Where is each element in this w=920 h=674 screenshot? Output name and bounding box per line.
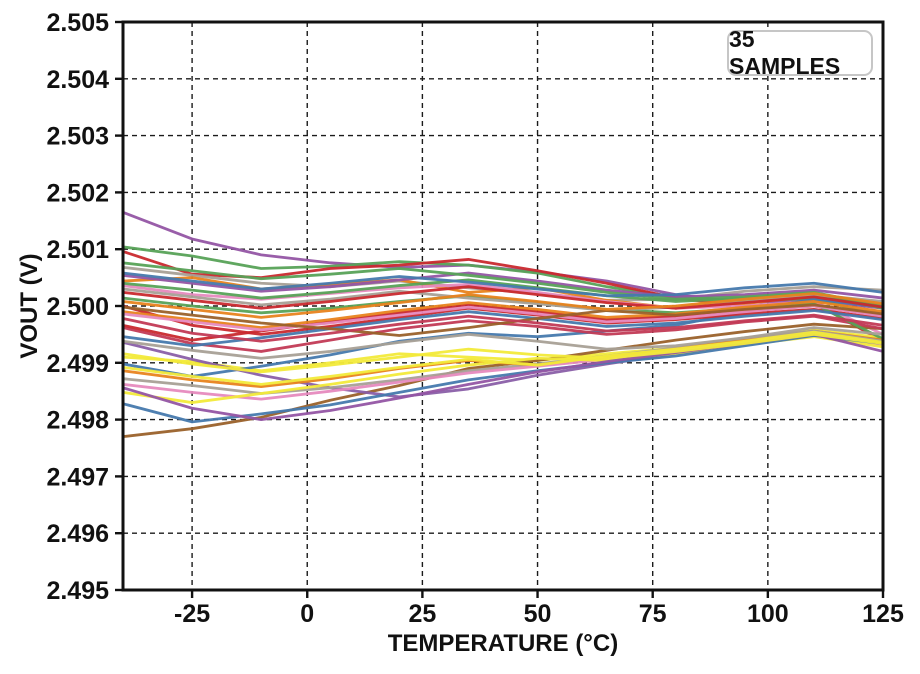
y-tick-label: 2.498 [46,407,109,435]
legend-label: 35 SAMPLES [729,26,841,79]
series-line-sample-09 [121,322,885,439]
x-tick-label: -25 [174,600,210,628]
y-tick-label: 2.496 [46,520,109,548]
x-tick-label: 75 [639,600,667,628]
x-tick-label: 0 [300,600,314,628]
series-line-sample-35 [121,271,885,298]
series-line-sample-19 [121,332,885,422]
y-tick-label: 2.497 [46,463,109,491]
y-tick-label: 2.499 [46,350,109,378]
series-line-sample-33 [121,292,885,319]
series-line-sample-23 [121,300,885,329]
y-tick-label: 2.504 [46,66,109,94]
x-tick-label: 125 [862,600,904,628]
series-line-sample-27 [121,303,885,337]
y-tick-label: 2.502 [46,179,109,207]
series-line-sample-34 [121,330,885,386]
y-tick-label: 2.500 [46,293,109,321]
x-axis-title: TEMPERATURE (°C) [387,630,619,657]
series-line-sample-25 [121,332,885,374]
x-tick-label: 25 [408,600,436,628]
y-tick-label: 2.503 [46,123,109,151]
series-line-sample-24 [121,304,885,332]
series-line-sample-30 [121,261,885,308]
series-line-sample-28 [121,313,885,343]
series-line-sample-18 [121,334,885,424]
y-tick-label: 2.495 [46,577,109,605]
legend-box: 35 SAMPLES [727,26,873,79]
y-tick-label: 2.501 [46,236,109,264]
x-tick-label: 100 [747,600,789,628]
series-line-sample-32 [121,329,885,360]
series-line-sample-29 [121,271,885,300]
y-axis-title: VOUT (V) [16,253,43,359]
x-tick-label: 50 [524,600,552,628]
y-tick-label: 2.505 [46,9,109,37]
series-line-sample-31 [121,285,885,310]
